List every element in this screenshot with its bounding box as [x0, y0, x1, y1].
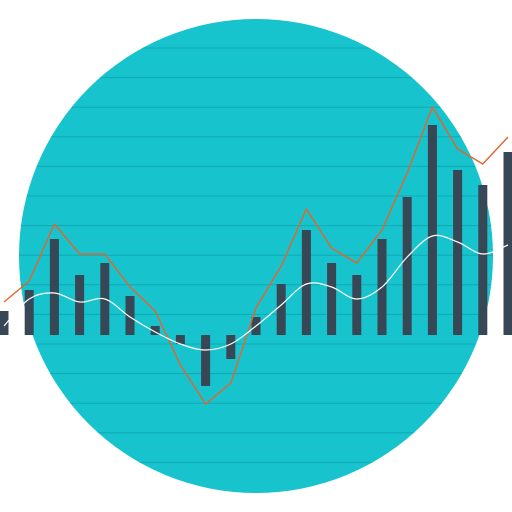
- bar: [327, 263, 337, 335]
- bar: [503, 152, 512, 335]
- bar: [75, 275, 85, 335]
- bar: [402, 197, 412, 335]
- bar: [175, 335, 185, 344]
- bar: [453, 170, 463, 335]
- bar: [276, 284, 286, 335]
- bar: [478, 185, 488, 335]
- line-primary: [3, 106, 509, 405]
- bar: [226, 335, 236, 359]
- line-secondary: [3, 234, 509, 351]
- gridlines: [19, 47, 493, 463]
- line-series: [3, 106, 509, 405]
- bar: [427, 125, 437, 335]
- background-disc: [19, 19, 493, 493]
- bar: [125, 296, 135, 335]
- bar: [150, 326, 160, 335]
- bar: [24, 290, 34, 335]
- bar: [301, 230, 311, 335]
- bar: [352, 275, 362, 335]
- bar: [201, 335, 211, 386]
- bar: [0, 311, 9, 335]
- bar: [49, 239, 59, 335]
